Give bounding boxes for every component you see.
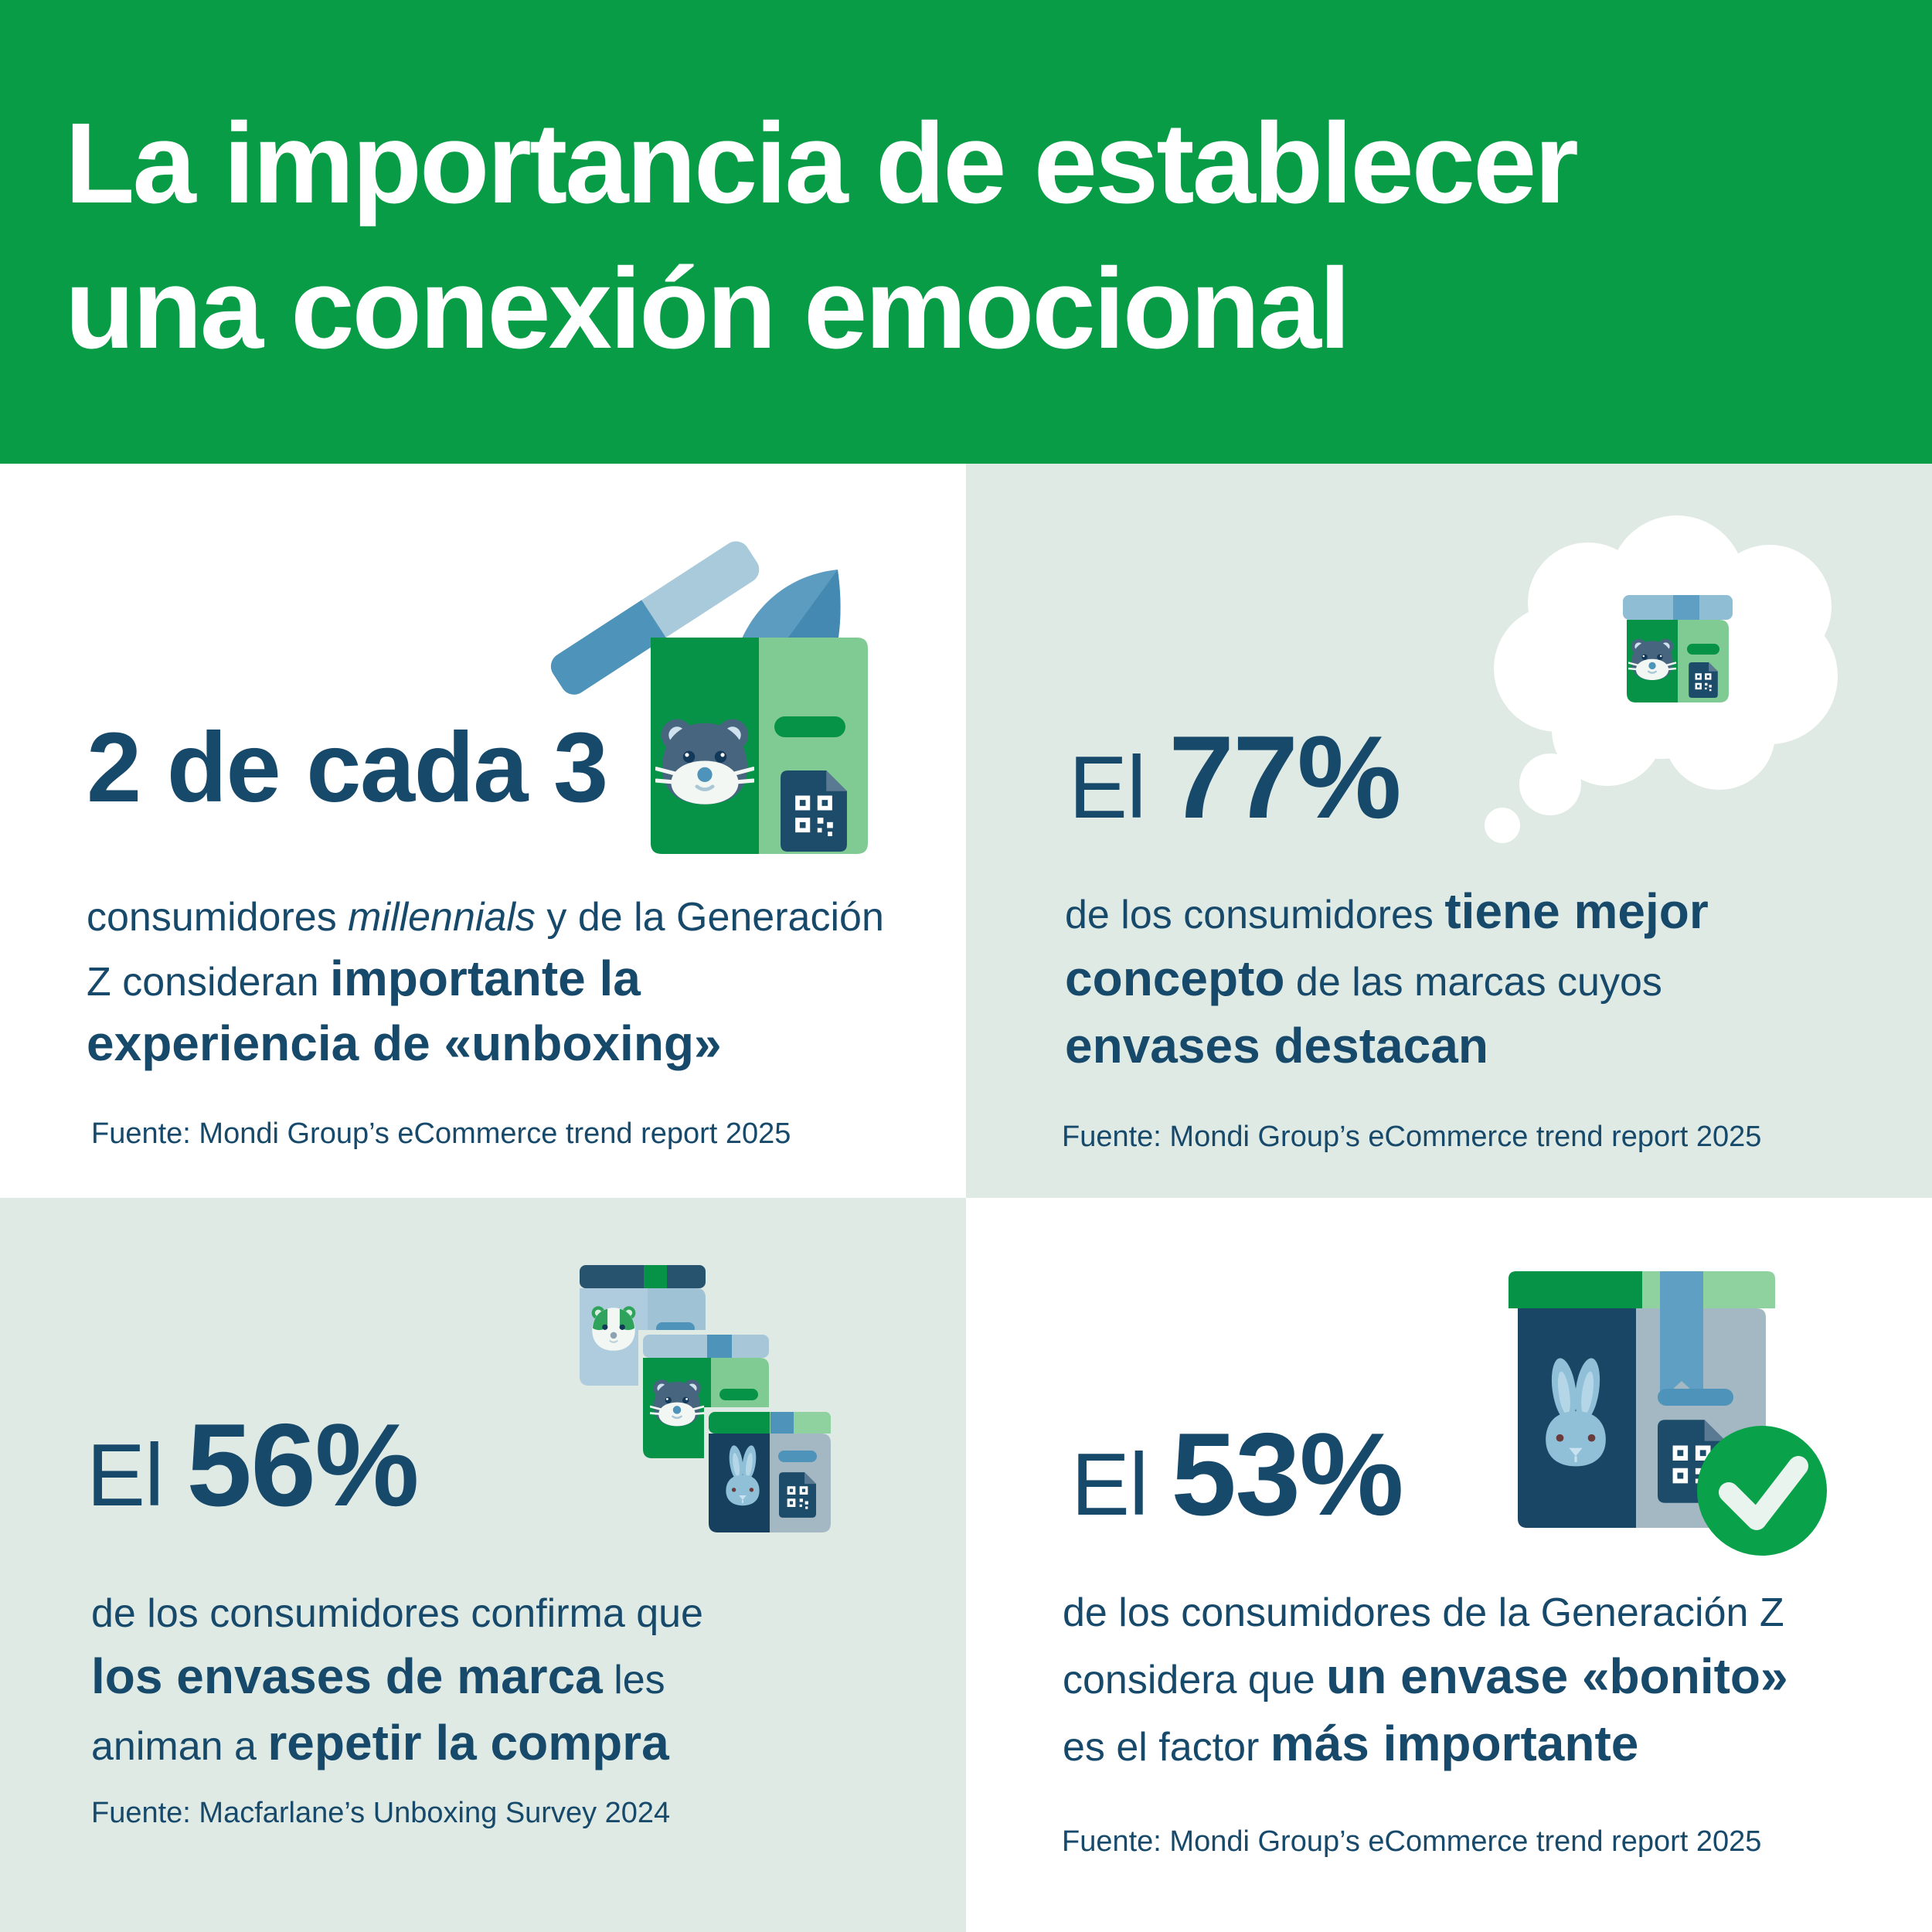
header: La importancia de establecer una conexió…: [0, 0, 1932, 464]
qr-code-icon: [779, 1472, 816, 1518]
stat-prefix: El: [1071, 1436, 1148, 1534]
text-segment-bold: más importante: [1270, 1716, 1639, 1771]
text-segment-bold: repetir la compra: [267, 1715, 669, 1770]
hamster-icon: [656, 719, 753, 804]
pet-box-open: [651, 638, 868, 854]
text-segment: de las marcas cuyos: [1284, 960, 1662, 1005]
stat-value: 2 de cada 3: [87, 713, 608, 823]
text-segment: de los consumidores de la Generación Z: [1063, 1590, 1784, 1635]
text-segment-bold: concepto: [1065, 951, 1285, 1006]
label-pill: [1687, 644, 1719, 655]
box-lid-icon: [546, 536, 765, 700]
stat-value: El 77%: [1069, 712, 1402, 843]
text-segment-bold: los envases de marca: [91, 1648, 603, 1704]
rabbit-box-check-illustration: [1509, 1271, 1827, 1556]
label-pill: [778, 1451, 817, 1462]
hamster-icon: [650, 1378, 704, 1427]
text-segment: de los consumidores: [1065, 893, 1445, 937]
card-repurchase: El 56% de los consumidores confirma que …: [0, 1198, 966, 1932]
stat-value: El 56%: [87, 1400, 420, 1531]
stat-description: consumidores millennials y de la Generac…: [87, 887, 884, 1078]
source-citation: Fuente: Mondi Group’s eCommerce trend re…: [1062, 1121, 1762, 1153]
stat-prefix: El: [87, 1427, 164, 1525]
mini-pet-box: [1623, 595, 1733, 702]
text-segment: animan a: [91, 1724, 268, 1769]
text-segment: considera que: [1063, 1658, 1327, 1702]
text-segment: consumidores: [87, 895, 349, 940]
label-pill: [774, 716, 845, 737]
hamster-icon: [1628, 638, 1676, 682]
pet-box-rabbit: [704, 1407, 840, 1540]
text-segment: y de la Generación: [535, 895, 884, 940]
label-pill: [719, 1389, 758, 1400]
stat-description: de los consumidores confirma que los env…: [91, 1583, 703, 1778]
stat-value: El 53%: [1071, 1409, 1404, 1540]
title-line-1: La importancia de establecer: [65, 100, 1579, 227]
stat-number: 53%: [1171, 1409, 1403, 1540]
text-segment: es el factor: [1063, 1725, 1270, 1770]
title-line-2: una conexión emocional: [65, 245, 1351, 372]
label-pill: [1658, 1389, 1733, 1406]
thought-bubble-box-illustration: [1485, 515, 1838, 843]
text-segment-italic: millennials: [348, 895, 536, 940]
text-segment-bold: envases destacan: [1065, 1018, 1488, 1073]
stat-description: de los consumidores tiene mejor concepto…: [1065, 879, 1709, 1081]
stat-prefix: El: [1069, 739, 1146, 837]
card-unboxing: 2 de cada 3 consumidores millennials y d…: [0, 464, 966, 1198]
page-title: La importancia de establecer una conexió…: [65, 91, 1579, 382]
source-citation: Fuente: Mondi Group’s eCommerce trend re…: [91, 1117, 791, 1150]
check-badge-icon: [1697, 1426, 1827, 1556]
card-concept: El 77% de los consumidores tiene mejor c…: [966, 464, 1932, 1198]
text-segment: Z consideran: [87, 960, 331, 1005]
text-segment-bold: un envase «bonito»: [1326, 1648, 1788, 1704]
stat-number: 77%: [1168, 712, 1401, 843]
guinea-pig-icon: [590, 1305, 637, 1352]
qr-code-icon: [781, 770, 847, 852]
open-box-hamster-illustration: [546, 536, 868, 854]
stacked-pet-boxes-illustration: [580, 1265, 840, 1540]
text-segment-bold: tiene mejor: [1444, 883, 1709, 939]
card-pretty-packaging: El 53% de los consumidores de la Generac…: [966, 1198, 1932, 1932]
text-segment: les: [602, 1658, 665, 1702]
ribbon-icon: [1660, 1271, 1703, 1401]
source-citation: Fuente: Mondi Group’s eCommerce trend re…: [1062, 1825, 1762, 1858]
stat-number: 56%: [186, 1400, 419, 1531]
text-segment-bold: importante la: [330, 951, 641, 1006]
stat-description: de los consumidores de la Generación Z c…: [1063, 1581, 1788, 1779]
text-segment: de los consumidores confirma que: [91, 1591, 703, 1636]
text-segment-bold: experiencia de «unboxing»: [87, 1015, 722, 1071]
source-citation: Fuente: Macfarlane’s Unboxing Survey 202…: [91, 1797, 671, 1829]
qr-code-icon: [1689, 662, 1718, 698]
